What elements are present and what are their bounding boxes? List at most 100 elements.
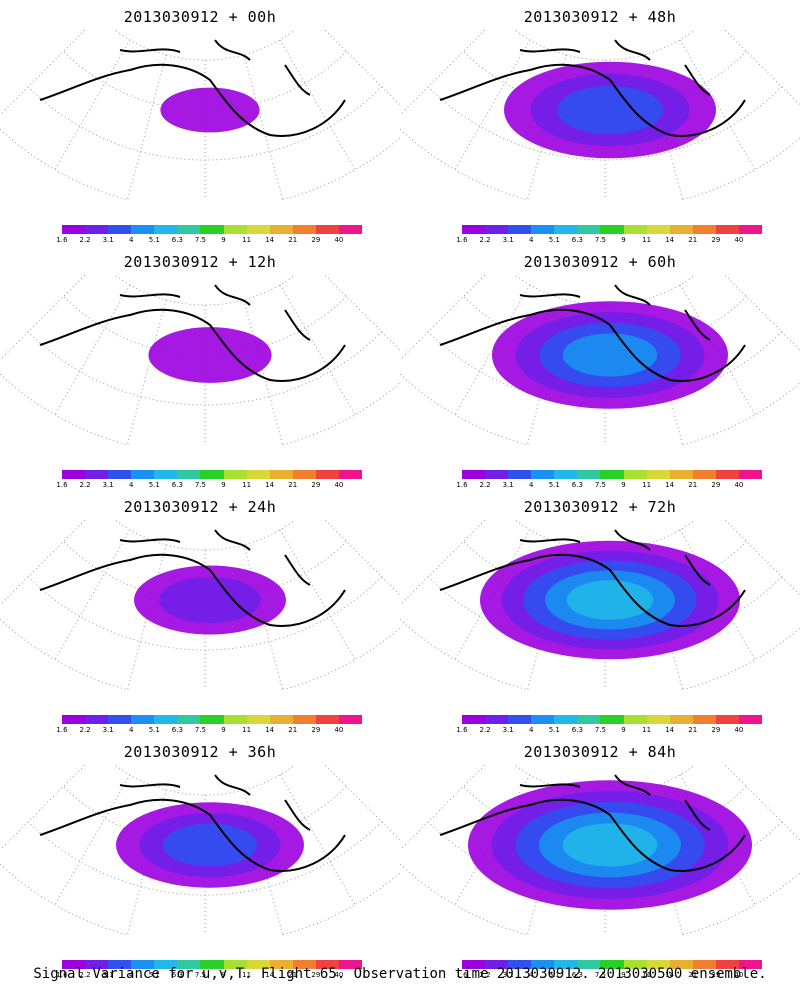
- colorbar: [462, 225, 763, 234]
- polar-map: [400, 275, 800, 445]
- coastline: [439, 798, 746, 872]
- colorbar-tick-label: 5.1: [548, 481, 560, 489]
- figure-caption: Signal Variance for u,v,T. Flight 65. Ob…: [33, 966, 767, 982]
- colorbar-tick-label: 1.6: [56, 481, 68, 489]
- meridian-line: [243, 299, 284, 445]
- colorbar-swatch: [223, 715, 247, 724]
- colorbar-tick-label: 40: [334, 726, 344, 734]
- polar-map: [0, 30, 400, 200]
- variance-contour: [148, 327, 272, 383]
- meridian-line: [279, 284, 356, 416]
- polar-map: [0, 765, 400, 935]
- latitude-line: [514, 520, 696, 551]
- colorbar-tick-label: 14: [265, 236, 275, 244]
- colorbar-tick-label: 2.2: [79, 971, 91, 979]
- colorbar-swatch: [508, 470, 532, 479]
- colorbar-swatch: [177, 715, 201, 724]
- colorbar-tick-label: 1.6: [56, 726, 68, 734]
- colorbar-swatch: [315, 960, 339, 969]
- colorbar-tick-label: 21: [688, 726, 698, 734]
- colorbar-tick-label: 4: [528, 481, 534, 489]
- colorbar-swatch: [738, 715, 763, 724]
- colorbar-swatch: [646, 715, 670, 724]
- meridian-line: [54, 529, 131, 661]
- colorbar-tick-label: 3.1: [102, 481, 114, 489]
- colorbar-swatch: [485, 715, 509, 724]
- colorbar-tick-label: 29: [711, 481, 721, 489]
- latitude-line: [514, 765, 696, 796]
- latitude-line: [0, 128, 400, 200]
- colorbar-swatch: [692, 470, 716, 479]
- colorbar-swatch: [577, 960, 601, 969]
- colorbar-tick-label: 7.5: [194, 481, 207, 489]
- meridian-line: [324, 30, 400, 106]
- colorbar-tick-label: 2.2: [479, 726, 491, 734]
- colorbar-tick-label: 2.2: [79, 236, 91, 244]
- colorbar-swatch: [738, 960, 763, 969]
- colorbar-swatch: [315, 715, 339, 724]
- variance-contour: [566, 580, 654, 620]
- meridian-line: [0, 520, 86, 606]
- colorbar-swatch: [292, 470, 316, 479]
- colorbar-tick-label: 1.6: [56, 971, 68, 979]
- meridian-line: [679, 529, 756, 661]
- colorbar-swatch: [646, 960, 670, 969]
- coastline: [519, 39, 711, 96]
- colorbar-tick-label: 40: [734, 726, 744, 734]
- meridian-line: [454, 39, 531, 171]
- colorbar-swatch: [108, 225, 132, 234]
- colorbar-tick-label: 5.1: [148, 236, 160, 244]
- polar-map: [0, 275, 400, 445]
- colorbar-tick-label: 40: [734, 481, 744, 489]
- colorbar-swatch: [462, 960, 486, 969]
- colorbar-tick-label: 3.1: [502, 236, 514, 244]
- colorbar-tick-label: 29: [311, 971, 321, 979]
- colorbar-swatch: [600, 960, 624, 969]
- colorbar: [62, 470, 363, 479]
- colorbar-ticks: 1.6 2.2 3.1 4 5.1 6.3 7.5 9 11 14 21 29 40: [56, 726, 376, 736]
- colorbar-tick-label: 14: [265, 726, 275, 734]
- colorbar-swatch: [531, 715, 555, 724]
- coastline: [39, 308, 346, 382]
- colorbar-tick-label: 9: [221, 236, 226, 244]
- colorbar-tick-label: 6.3: [171, 971, 183, 979]
- colorbar-tick-label: 3.1: [102, 971, 114, 979]
- colorbar-ticks: 1.6 2.2 3.1 4 5.1 6.3 7.5 9 11 14 21 29 40: [456, 481, 776, 491]
- colorbar-tick-label: 9: [221, 481, 226, 489]
- colorbar-swatch: [715, 960, 739, 969]
- meridian-line: [724, 520, 800, 596]
- variance-contour: [159, 577, 261, 623]
- panel-title: 2013030912 + 12h: [123, 253, 277, 271]
- colorbar-tick-label: 21: [688, 481, 698, 489]
- colorbar-tick-label: 4: [128, 971, 134, 979]
- colorbar-swatch: [154, 960, 178, 969]
- latitude-line: [63, 541, 347, 601]
- colorbar-swatch: [669, 960, 693, 969]
- map-panel: 2013030912 + 48h 1.6 2.2 3.1 4 5.1 6.3 7.5 9 11 14…: [400, 0, 800, 244]
- colorbar-tick-label: 9: [621, 236, 626, 244]
- coastline: [39, 553, 346, 627]
- colorbar-tick-label: 3.1: [502, 481, 514, 489]
- colorbar-swatch: [62, 470, 86, 479]
- coastline: [119, 39, 311, 96]
- panel-title: 2013030912 + 00h: [123, 8, 277, 26]
- colorbar-swatch: [462, 225, 486, 234]
- colorbar-swatch: [154, 470, 178, 479]
- colorbar-swatch: [692, 960, 716, 969]
- colorbar-tick-label: 5.1: [548, 726, 560, 734]
- colorbar-tick-label: 1.6: [456, 236, 468, 244]
- colorbar-swatch: [223, 960, 247, 969]
- map-panel: 2013030912 + 60h 1.6 2.2 3.1 4 5.1 6.3 7.5 9 11 14…: [400, 245, 800, 489]
- colorbar-swatch: [623, 225, 647, 234]
- colorbar-tick-label: 40: [734, 236, 744, 244]
- coastline: [519, 284, 711, 341]
- colorbar-tick-label: 21: [288, 971, 298, 979]
- colorbar-swatch: [200, 715, 224, 724]
- colorbar-swatch: [154, 715, 178, 724]
- meridian-line: [279, 39, 356, 171]
- colorbar-tick-label: 5.1: [548, 236, 560, 244]
- colorbar-swatch: [715, 470, 739, 479]
- colorbar-ticks: 1.6 2.2 3.1 4 5.1 6.3 7.5 9 11 14 21 29 40: [56, 481, 376, 491]
- colorbar-swatch: [600, 225, 624, 234]
- colorbar-tick-label: 7.5: [594, 236, 607, 244]
